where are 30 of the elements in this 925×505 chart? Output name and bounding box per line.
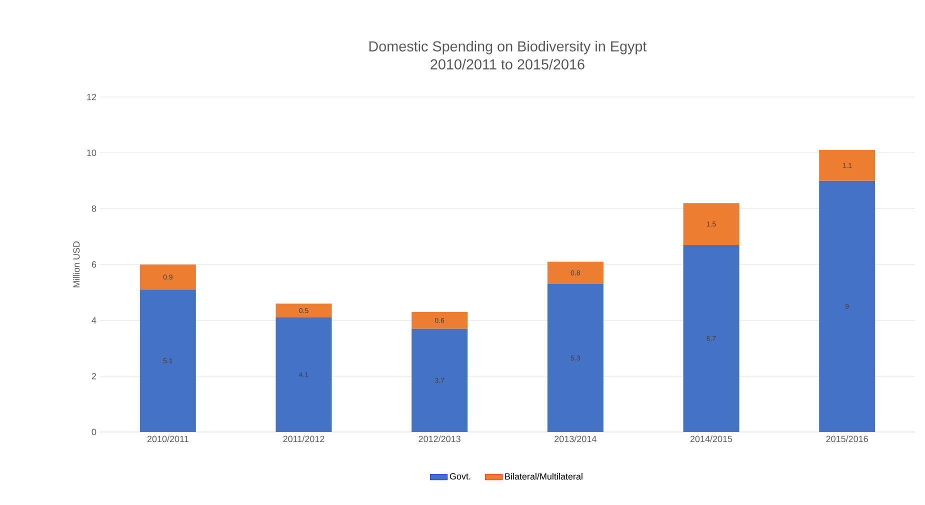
x-tick-label: 2012/2013 [418, 436, 460, 442]
bar [276, 318, 332, 432]
y-tick-label: 6 [92, 261, 96, 268]
bar [276, 304, 332, 318]
y-tick-label: 2 [92, 373, 96, 380]
bar [140, 290, 196, 432]
y-tick-label: 8 [92, 205, 96, 212]
bar [547, 284, 604, 432]
bar [819, 180, 876, 432]
x-tick-label: 2010/2011 [147, 436, 188, 442]
y-tick-label: 4 [92, 317, 96, 324]
x-tick-label: 2013/2014 [554, 436, 596, 442]
bar [819, 150, 876, 181]
legend-label: Govt. [450, 473, 470, 480]
bar [547, 262, 604, 284]
y-axis-title: Million USD [72, 241, 80, 288]
y-tick-label: 10 [87, 150, 96, 156]
x-tick-label: 2011/2012 [283, 436, 324, 442]
y-tick-label: 12 [87, 94, 96, 100]
chart-title: Domestic Spending on Biodiversity in Egypt [369, 40, 647, 54]
bar [683, 244, 740, 432]
bar [412, 328, 468, 432]
bar [412, 312, 468, 329]
x-tick-label: 2015/2016 [826, 436, 868, 442]
bar [683, 203, 740, 245]
chart-subtitle: 2010/2011 to 2015/2016 [430, 58, 584, 70]
legend-label: Bilateral/Multilateral [505, 473, 582, 480]
y-tick-label: 0 [92, 428, 96, 436]
bar [140, 264, 196, 290]
x-tick-label: 2014/2015 [690, 436, 732, 442]
